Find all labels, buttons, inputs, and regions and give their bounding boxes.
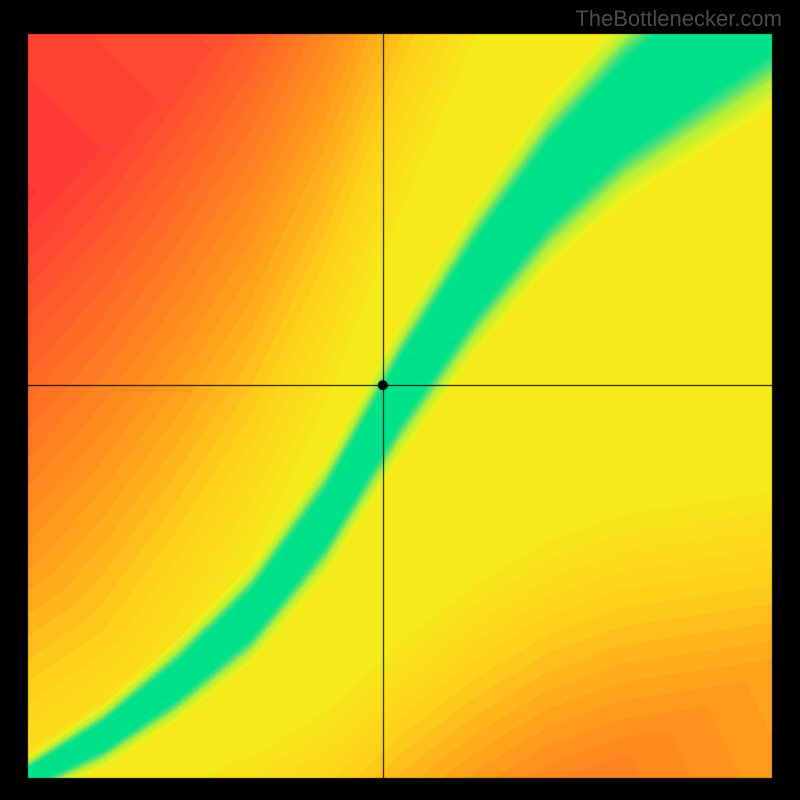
watermark-text: TheBottlenecker.com xyxy=(575,6,782,32)
chart-container: TheBottlenecker.com xyxy=(0,0,800,800)
bottleneck-heatmap-canvas xyxy=(0,0,800,800)
